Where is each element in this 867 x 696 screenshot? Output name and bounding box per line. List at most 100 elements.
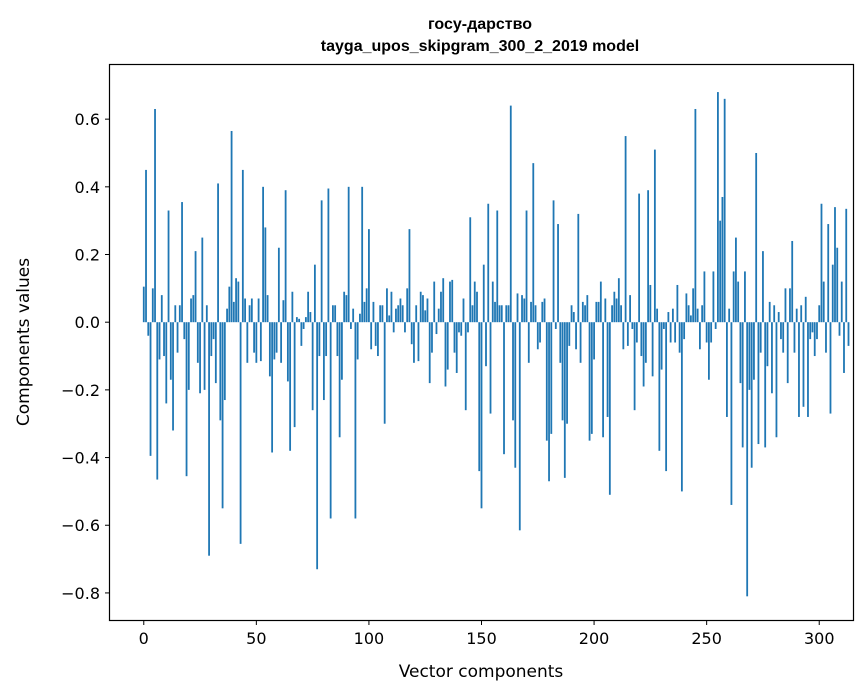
bar-12 [169, 322, 172, 380]
bar-262 [732, 271, 735, 323]
chart-title: госу-дарство [428, 16, 532, 33]
bar-301 [820, 203, 823, 323]
bar-216 [629, 295, 631, 323]
bar-25 [199, 322, 201, 394]
bar-165 [514, 322, 517, 468]
bar-206 [606, 322, 609, 417]
x-tick-label: 300 [804, 629, 835, 648]
bar-124 [422, 295, 424, 323]
bar-32 [214, 322, 217, 384]
bar-59 [275, 322, 278, 353]
bar-237 [676, 284, 679, 323]
bar-189 [568, 322, 571, 346]
bar-6 [156, 322, 159, 480]
bar-233 [667, 312, 670, 323]
bar-67 [293, 322, 296, 428]
bar-159 [500, 305, 503, 323]
bar-17 [181, 202, 183, 323]
x-tick-label: 50 [246, 629, 266, 648]
bar-260 [728, 308, 731, 323]
bar-170 [525, 210, 528, 323]
bar-96 [359, 313, 361, 323]
bar-97 [361, 186, 364, 323]
bar-109 [388, 315, 391, 323]
bar-218 [633, 322, 636, 411]
bar-248 [701, 305, 704, 323]
bar-219 [635, 322, 638, 343]
bar-16 [178, 305, 181, 323]
bar-270 [750, 322, 753, 468]
bar-77 [316, 322, 319, 570]
bar-220 [638, 193, 641, 323]
bar-152 [485, 322, 487, 367]
bar-142 [462, 298, 465, 323]
bar-208 [611, 305, 613, 323]
bar-120 [413, 322, 415, 363]
bar-198 [588, 322, 591, 441]
bar-34 [219, 322, 222, 421]
bar-172 [530, 301, 532, 323]
bar-30 [210, 322, 213, 357]
bar-243 [689, 315, 692, 323]
bar-143 [464, 322, 467, 411]
bar-92 [350, 322, 352, 329]
bar-217 [631, 322, 634, 329]
bar-100 [368, 229, 370, 323]
bar-222 [642, 322, 645, 387]
bar-226 [651, 322, 654, 377]
bar-298 [813, 322, 816, 357]
bar-82 [327, 188, 330, 323]
bar-66 [291, 291, 294, 323]
y-tick-label: −0.4 [61, 449, 100, 468]
bar-164 [512, 322, 514, 421]
bar-133 [442, 278, 445, 323]
bar-19 [185, 322, 188, 477]
bar-90 [345, 295, 348, 323]
bar-227 [653, 149, 656, 323]
bar-285 [784, 288, 787, 323]
bar-277 [766, 322, 769, 367]
bar-186 [561, 322, 564, 421]
bar-94 [354, 322, 357, 519]
bar-123 [419, 291, 422, 323]
bar-127 [428, 322, 431, 384]
bar-296 [809, 322, 812, 340]
bar-41 [235, 278, 237, 323]
bar-112 [395, 308, 397, 323]
bar-91 [347, 186, 350, 323]
bar-303 [825, 322, 827, 353]
bar-28 [205, 305, 208, 323]
bar-141 [460, 322, 463, 336]
bars-group [142, 92, 850, 597]
bar-252 [710, 322, 713, 343]
bar-24 [196, 322, 199, 363]
bar-294 [804, 296, 807, 323]
bar-60 [277, 247, 280, 323]
bar-258 [723, 98, 726, 323]
y-tick-label: 0.6 [75, 110, 100, 129]
bar-182 [552, 200, 555, 323]
bar-98 [363, 301, 366, 323]
bar-122 [417, 322, 420, 362]
bar-149 [478, 322, 481, 472]
bar-85 [334, 305, 337, 323]
bar-36 [223, 322, 226, 401]
bar-229 [658, 322, 661, 451]
bar-104 [377, 322, 379, 357]
bar-26 [201, 237, 204, 323]
bar-225 [649, 284, 652, 323]
bar-247 [699, 322, 701, 350]
bar-95 [356, 322, 359, 360]
bar-33 [217, 183, 219, 323]
bar-211 [617, 278, 620, 323]
bar-302 [822, 281, 825, 323]
x-tick-label: 200 [579, 629, 610, 648]
bar-286 [786, 322, 789, 384]
bar-63 [284, 190, 287, 323]
bar-62 [282, 300, 285, 323]
chart-subtitle: tayga_upos_skipgram_300_2_2019 model [321, 38, 639, 55]
bar-147 [473, 281, 476, 323]
bar-305 [829, 322, 832, 414]
bar-203 [599, 281, 602, 323]
